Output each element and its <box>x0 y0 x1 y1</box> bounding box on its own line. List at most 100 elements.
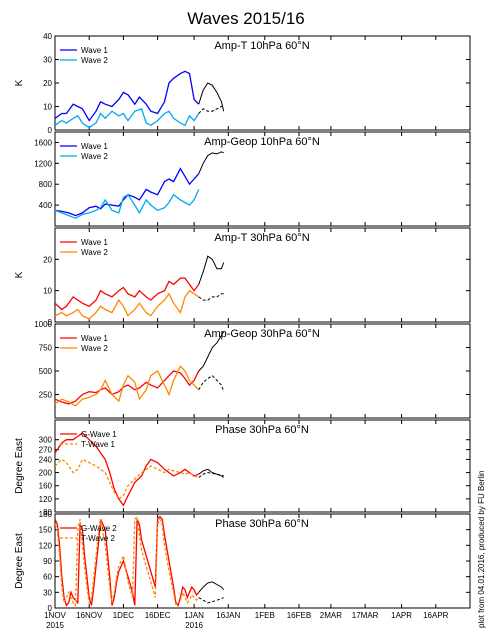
y-tick-label: 270 <box>39 446 53 455</box>
y-tick-label: 40 <box>43 32 52 41</box>
series-line-2 <box>55 365 200 407</box>
y-axis-label: Degree East <box>14 438 25 494</box>
x-year-label: 2016 <box>185 621 203 630</box>
series-line-2 <box>55 515 200 608</box>
series-line-1 <box>55 70 200 122</box>
legend-label: T-Wave 1 <box>81 440 115 449</box>
legend-label: T-Wave 2 <box>81 534 115 543</box>
legend-label: Wave 1 <box>81 142 108 151</box>
y-tick-label: 0 <box>48 126 53 135</box>
series-group <box>55 432 224 507</box>
series-line-1 <box>55 277 200 311</box>
panel-title: Amp-T 30hPa 60°N <box>214 232 309 244</box>
x-tick-label: 1APR <box>391 611 412 620</box>
legend-label: Wave 1 <box>81 46 108 55</box>
y-tick-label: 120 <box>39 541 53 550</box>
y-tick-label: 30 <box>43 588 52 597</box>
credit-text: plot from 04.01.2016, produced by FU Ber… <box>477 471 486 628</box>
series-line-1 <box>55 370 200 405</box>
x-tick-label: 2MAR <box>320 611 342 620</box>
y-tick-label: 120 <box>39 495 53 504</box>
panel-6: 0 30 60 90 120 150 180 Phase 30hPa 60°N G-Wave 2… <box>14 510 471 630</box>
series-line-2 <box>55 458 199 500</box>
series-line-3 <box>198 468 224 478</box>
y-tick-label: 1600 <box>34 138 52 147</box>
series-line-3 <box>198 82 225 112</box>
y-tick-label: 90 <box>43 557 52 566</box>
x-tick-label: 1FEB <box>255 611 275 620</box>
y-axis-label: K <box>14 271 25 278</box>
panel-2: 400 800 1200 1600 Amp-Geop 10hPa 60°N Wave 1W… <box>34 131 471 227</box>
series-line-2 <box>55 107 200 129</box>
y-tick-label: 150 <box>39 526 53 535</box>
series-line-3 <box>198 255 225 285</box>
y-tick-label: 750 <box>39 344 53 353</box>
series-line-1 <box>55 167 200 217</box>
series-line-4 <box>198 106 224 114</box>
y-tick-label: 250 <box>39 391 53 400</box>
x-tick-label: 16APR <box>423 611 449 620</box>
y-tick-label: 80 <box>43 508 52 517</box>
y-tick-label: 1200 <box>34 159 52 168</box>
x-tick-label: 16DEC <box>145 611 171 620</box>
y-axis-label: K <box>14 79 25 86</box>
panel-title: Amp-T 10hPa 60°N <box>214 40 309 52</box>
x-tick-label: 1NOV <box>44 611 66 620</box>
series-line-4 <box>198 293 224 301</box>
legend-label: G-Wave 2 <box>81 524 117 533</box>
panel-frame <box>54 227 471 323</box>
y-tick-label: 400 <box>39 201 53 210</box>
series-line-3 <box>198 151 224 174</box>
x-year-label: 2015 <box>46 621 64 630</box>
panel-title: Phase 30hPa 60°N <box>215 424 309 436</box>
y-tick-label: 60 <box>43 573 52 582</box>
y-tick-label: 30 <box>43 56 52 65</box>
legend-label: Wave 2 <box>81 152 108 161</box>
y-tick-label: 20 <box>43 255 52 264</box>
series-group <box>55 515 225 608</box>
y-tick-label: 10 <box>43 287 52 296</box>
y-tick-label: 20 <box>43 79 52 88</box>
y-tick-label: 0 <box>48 318 53 327</box>
legend-label: Wave 1 <box>81 238 108 247</box>
x-tick-label: 1JAN <box>184 611 204 620</box>
y-tick-label: 500 <box>39 367 53 376</box>
series-line-1 <box>55 432 199 507</box>
y-tick-label: 300 <box>39 436 53 445</box>
y-tick-label: 800 <box>39 180 53 189</box>
figure-title: Waves 2015/16 <box>187 9 305 28</box>
y-tick-label: 180 <box>39 510 53 519</box>
panel-4: 250 500 750 1000 Amp-Geop 30hPa 60°N Wave 1Wa… <box>34 320 471 419</box>
series-line-3 <box>198 581 225 593</box>
series-group <box>55 70 225 129</box>
panel-title: Amp-Geop 10hPa 60°N <box>204 136 320 148</box>
legend-label: Wave 2 <box>81 344 108 353</box>
series-line-2 <box>55 289 200 320</box>
series-line-4 <box>198 472 224 478</box>
x-tick-label: 17MAR <box>352 611 379 620</box>
legend-label: G-Wave 1 <box>81 430 117 439</box>
panel-frame <box>54 131 471 227</box>
series-line-4 <box>198 375 225 392</box>
x-tick-label: 1DEC <box>113 611 135 620</box>
series-group <box>55 151 224 219</box>
x-tick-label: 16NOV <box>76 611 103 620</box>
x-tick-label: 16FEB <box>287 611 311 620</box>
panel-title: Amp-Geop 30hPa 60°N <box>204 328 320 340</box>
x-tick-label: 16JAN <box>216 611 240 620</box>
series-line-2 <box>55 189 200 219</box>
legend-label: Wave 1 <box>81 334 108 343</box>
series-line-4 <box>198 597 224 604</box>
y-tick-label: 1000 <box>34 320 52 329</box>
legend-label: Wave 2 <box>81 56 108 65</box>
y-tick-label: 200 <box>39 469 53 478</box>
y-axis-label: Degree East <box>14 533 25 589</box>
series-line-3 <box>198 331 225 372</box>
panel-title: Phase 30hPa 60°N <box>215 518 309 530</box>
y-tick-label: 160 <box>39 482 53 491</box>
